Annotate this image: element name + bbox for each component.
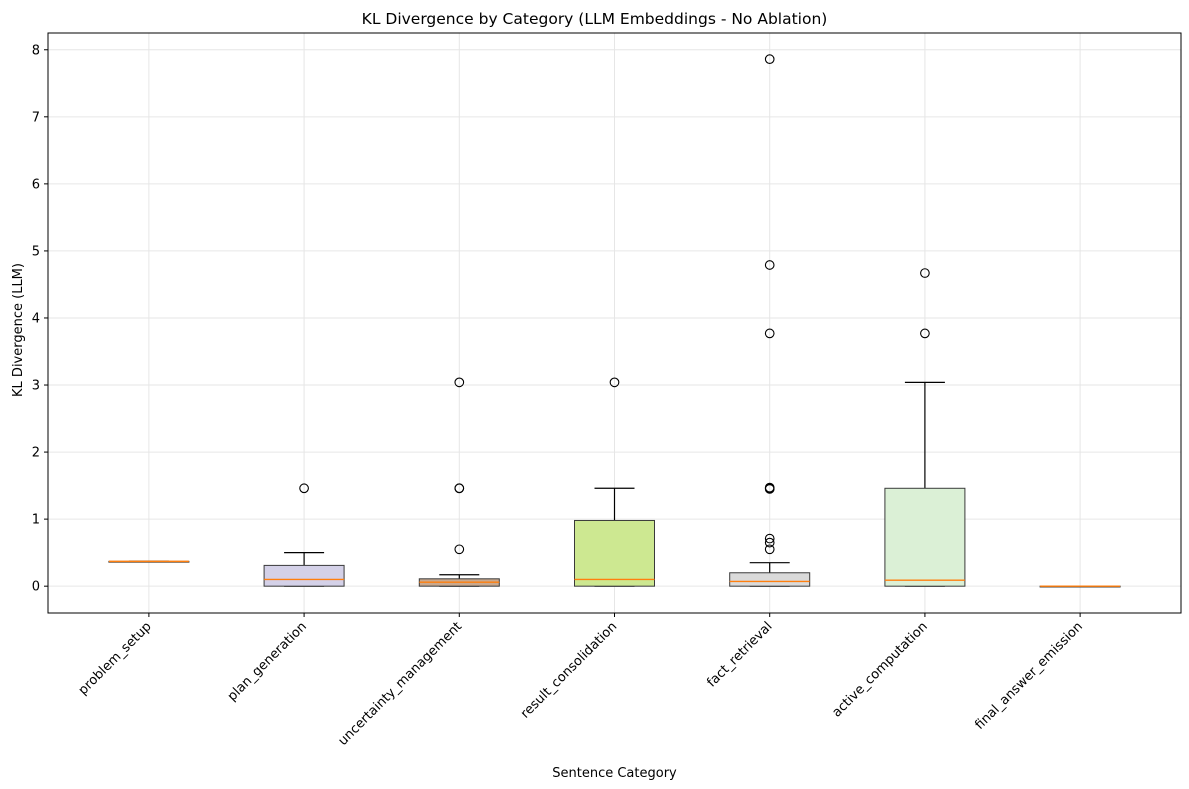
flier-point	[454, 544, 465, 555]
box-group-active-computation	[884, 268, 966, 587]
flier-point	[764, 537, 775, 548]
box-group-plan-generation	[263, 483, 345, 587]
flier-point	[299, 483, 309, 494]
box	[884, 487, 966, 587]
y-tick-label: 0	[32, 580, 40, 595]
box-layer	[108, 54, 1121, 588]
box-group-result-consolidation	[574, 377, 655, 587]
flier-point	[920, 268, 930, 278]
x-tick-label: active_computation	[829, 619, 930, 720]
x-tick-label: fact_retrieval	[704, 619, 775, 690]
y-tick-label: 4	[32, 311, 40, 326]
y-tick-label: 1	[32, 513, 40, 528]
x-tick-label: uncertainty_management	[336, 619, 466, 749]
x-tick-label: final_answer_emission	[972, 619, 1086, 733]
box-group-fact-retrieval	[729, 54, 811, 587]
flier-point	[764, 544, 775, 555]
box	[263, 564, 345, 587]
flier-point	[920, 328, 930, 339]
x-axis-title: Sentence Category	[552, 766, 677, 781]
y-tick-label: 8	[32, 43, 40, 58]
x-tick-label: plan_generation	[225, 619, 310, 704]
box-group-problem-setup	[108, 560, 190, 563]
flier-point	[609, 377, 620, 388]
flier-point	[764, 482, 775, 493]
flier-point	[454, 377, 465, 388]
y-tick-label: 5	[32, 244, 40, 259]
x-tick-label: result_consolidation	[518, 619, 620, 721]
chart-title: KL Divergence by Category (LLM Embedding…	[362, 10, 828, 28]
box	[574, 519, 655, 587]
grid-layer	[48, 33, 1181, 613]
flier-point	[764, 533, 775, 544]
y-tick-label: 2	[32, 446, 40, 461]
flier-point	[454, 483, 465, 494]
y-tick-label: 7	[32, 110, 40, 125]
y-tick-label: 6	[32, 177, 40, 192]
flier-point	[764, 328, 775, 339]
y-tick-label: 3	[32, 379, 40, 394]
box-group-uncertainty-management	[418, 377, 500, 587]
y-axis-title: KL Divergence (LLM)	[11, 263, 26, 397]
box	[729, 572, 811, 587]
flier-point	[764, 54, 775, 65]
flier-point	[764, 260, 775, 270]
x-tick-label: problem_setup	[76, 619, 155, 698]
box-group-final-answer-emission	[1039, 585, 1121, 588]
axis-layer: 0 1 2 3 4 5 6 7 8 problem_setup plan_generation unc…	[32, 32, 1182, 749]
